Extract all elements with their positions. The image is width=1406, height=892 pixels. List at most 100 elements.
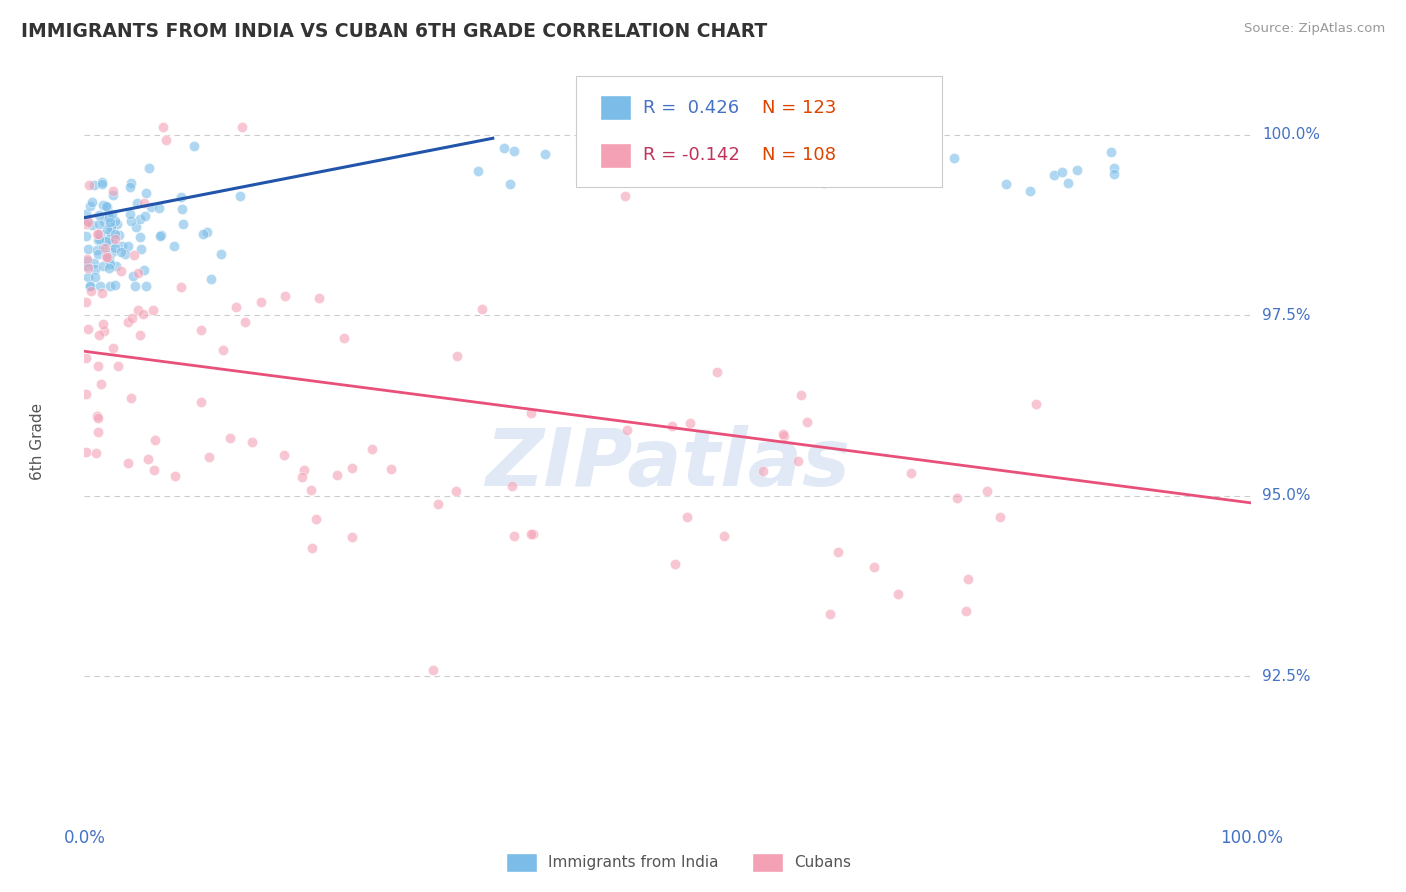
Point (104, 259, 127, 273)
Point (134, 210, 156, 224)
Point (380, 462, 402, 476)
Point (914, 163, 936, 178)
Point (773, 151, 796, 165)
Point (120, 213, 142, 227)
Point (110, 263, 132, 277)
Point (75, 295, 97, 310)
Point (501, 479, 523, 493)
Point (91, 286, 114, 301)
Point (77, 260, 100, 275)
Point (607, 169, 630, 183)
Point (827, 545, 849, 559)
Point (796, 416, 818, 430)
Point (89, 232, 111, 246)
Point (657, 166, 679, 180)
Point (79, 199, 101, 213)
Point (101, 184, 124, 198)
Point (225, 300, 247, 314)
Point (79, 279, 101, 293)
Point (120, 391, 142, 405)
Text: 97.5%: 97.5% (1263, 308, 1310, 323)
Point (664, 558, 686, 572)
Point (172, 202, 194, 216)
Point (142, 303, 165, 318)
Point (1102, 167, 1125, 181)
Point (93, 324, 115, 338)
Point (91, 197, 114, 211)
Text: R = -0.142: R = -0.142 (643, 146, 740, 164)
Point (76, 322, 98, 336)
Point (162, 239, 184, 253)
Point (155, 132, 177, 146)
Point (75, 387, 97, 401)
Point (127, 266, 149, 280)
Point (863, 560, 886, 574)
Point (86, 227, 108, 241)
Point (86, 409, 108, 423)
Point (75, 445, 97, 459)
Point (100, 207, 122, 221)
Point (863, 158, 886, 172)
Point (467, 164, 489, 178)
Point (955, 604, 977, 618)
Point (139, 200, 162, 214)
Point (84, 270, 107, 285)
Point (943, 151, 966, 165)
Point (90, 177, 112, 191)
Point (231, 120, 253, 135)
Point (117, 239, 139, 253)
Point (332, 331, 354, 345)
Point (86, 410, 108, 425)
Point (308, 291, 330, 305)
Point (340, 461, 363, 475)
Point (128, 327, 150, 342)
Point (752, 464, 775, 478)
Point (76, 215, 98, 229)
Point (135, 279, 157, 293)
Point (499, 177, 522, 191)
Point (122, 248, 145, 262)
Text: Immigrants from India: Immigrants from India (548, 855, 718, 870)
Point (87, 208, 110, 222)
Point (494, 141, 516, 155)
Point (117, 456, 139, 470)
Point (1019, 184, 1042, 198)
Text: 100.0%: 100.0% (1263, 128, 1320, 142)
Point (98, 215, 121, 229)
Point (108, 227, 131, 242)
Point (772, 426, 794, 441)
Point (94, 241, 117, 255)
Point (422, 663, 444, 677)
Point (118, 179, 141, 194)
Point (101, 236, 124, 251)
Point (240, 434, 263, 449)
Point (98, 210, 121, 224)
Point (135, 186, 157, 201)
Point (706, 365, 728, 379)
Point (426, 497, 449, 511)
Point (122, 268, 145, 283)
Point (98, 279, 121, 293)
Point (97, 232, 120, 246)
Point (98, 225, 121, 239)
Point (87, 233, 110, 247)
Point (678, 417, 700, 431)
Point (91, 317, 114, 331)
Point (89, 328, 111, 343)
Point (86, 247, 108, 261)
Text: Source: ZipAtlas.com: Source: ZipAtlas.com (1244, 22, 1385, 36)
Point (172, 217, 194, 231)
Point (125, 220, 148, 235)
Point (120, 207, 142, 221)
Point (149, 228, 172, 243)
Point (191, 227, 214, 241)
Point (96, 199, 118, 213)
Point (901, 153, 924, 168)
Point (876, 158, 898, 172)
Point (75, 217, 97, 231)
Point (121, 311, 143, 326)
Point (786, 454, 808, 468)
Point (89, 279, 111, 293)
Point (165, 468, 187, 483)
Point (534, 147, 557, 161)
